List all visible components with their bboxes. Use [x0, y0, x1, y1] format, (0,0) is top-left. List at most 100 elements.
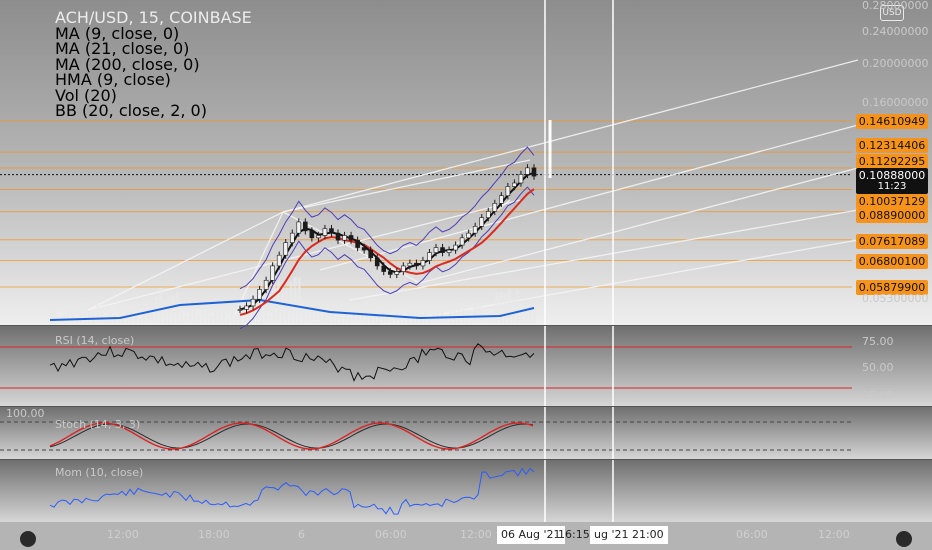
volume-bar [533, 304, 536, 323]
stoch-pane-bg [0, 407, 932, 459]
mom-line [49, 467, 535, 515]
volume-bar [398, 312, 402, 323]
volume-bar [289, 281, 293, 323]
volume-bars [49, 276, 536, 323]
currency-badge[interactable]: USD [880, 5, 904, 21]
candle-body [335, 232, 341, 241]
rsi-pane [0, 343, 852, 389]
volume-bar [75, 317, 79, 323]
rsi-tick: 25.00 [862, 389, 894, 402]
indicator-hma[interactable]: HMA (9, close) [55, 70, 171, 89]
candle-body [453, 244, 458, 251]
price-level-label: 0.05879900 [856, 280, 928, 295]
price-level-label: 0.14610949 [856, 114, 928, 129]
volume-bar [478, 302, 482, 323]
candle-body [368, 249, 373, 259]
candle-body [492, 203, 498, 212]
indicator-ma9[interactable]: MA (9, close, 0) [55, 23, 180, 43]
scroll-left-icon[interactable] [20, 531, 36, 547]
indicator-bb[interactable]: BB (20, close, 2, 0) [55, 101, 207, 120]
candle-body [407, 262, 413, 267]
volume-bar [50, 310, 53, 323]
time-highlight: ug '21 21:00 [590, 526, 668, 544]
volume-bar [167, 297, 171, 323]
volume-bar [318, 311, 322, 323]
axis-tick: 0.20000000 [862, 57, 929, 70]
candle-body [244, 305, 249, 310]
volume-bar [218, 312, 221, 323]
volume-bar [255, 311, 259, 323]
volume-bar [503, 293, 507, 323]
bb-upper [239, 146, 535, 290]
candle-body [414, 262, 419, 267]
volume-bar [197, 314, 200, 323]
candle-body [518, 174, 524, 184]
candle-body [440, 247, 445, 253]
trend-line [229, 211, 284, 326]
axis-tick: 0.24000000 [862, 25, 929, 38]
rsi-title[interactable]: RSI (14, close) [55, 334, 135, 347]
candle-body [433, 247, 439, 253]
candle-body [296, 221, 302, 234]
symbol-title: ACH/USD, 15, COINBASE [55, 8, 252, 27]
candles [237, 164, 537, 314]
bollinger-bands [239, 146, 535, 330]
candle-body [329, 228, 334, 234]
stoch-title[interactable]: Stoch (14, 3, 3) [55, 418, 141, 431]
time-axis-bg [0, 522, 932, 550]
candle-body [499, 195, 504, 204]
ma200-line [49, 298, 535, 321]
scroll-right-icon[interactable] [896, 531, 912, 547]
volume-bar [528, 303, 532, 323]
volume-bar [323, 303, 326, 323]
volume-bar [201, 309, 205, 323]
candle-body [472, 226, 478, 234]
volume-bar [184, 315, 188, 323]
candle-body [237, 309, 243, 311]
volume-bar [54, 308, 58, 323]
volume-bar [302, 301, 305, 323]
volume-bar [482, 314, 486, 323]
volume-bar [234, 314, 238, 323]
volume-bar [516, 290, 520, 323]
price-level-label: 0.06800100 [856, 254, 928, 269]
axis-tick: 0.05300000 [862, 292, 929, 305]
volume-bar [247, 314, 251, 323]
time-label: 12:00 [107, 528, 139, 541]
volume-bar [100, 307, 104, 323]
price-level-label: 0.08890000 [856, 208, 928, 223]
indicator-ma21[interactable]: MA (21, close, 0) [55, 39, 190, 58]
time-label: 16:15 [558, 528, 590, 541]
volume-bar [87, 311, 91, 323]
volume-bar [260, 305, 263, 323]
volume-bar [394, 313, 398, 323]
volume-bar [314, 310, 318, 323]
volume-bar [423, 301, 427, 323]
indicator-ma200[interactable]: MA (200, close, 0) [55, 54, 200, 74]
volume-bar [264, 307, 268, 323]
stoch-pane [0, 421, 852, 451]
volume-bar [226, 317, 230, 323]
volume-bar [209, 316, 213, 323]
trend-line [319, 124, 859, 271]
ma9-line [239, 171, 535, 311]
rsi-pane-bg [0, 326, 932, 406]
volume-bar [348, 316, 352, 323]
candle-body [446, 249, 452, 253]
candle-body [283, 242, 289, 256]
candle-body [374, 257, 380, 267]
price-level-label: 0.07617089 [856, 234, 928, 249]
volume-bar [293, 276, 297, 323]
volume-bar [268, 316, 272, 323]
candle-body [459, 237, 465, 246]
volume-bar [491, 316, 494, 323]
time-label: 06:00 [375, 528, 407, 541]
volume-bar [243, 310, 247, 323]
mom-title[interactable]: Mom (10, close) [55, 466, 144, 479]
indicator-vol[interactable]: Vol (20) [55, 85, 117, 105]
candle-body [479, 217, 485, 227]
volume-bar [230, 302, 234, 323]
crosshair-lines [0, 0, 932, 522]
volume-bar [150, 302, 154, 323]
